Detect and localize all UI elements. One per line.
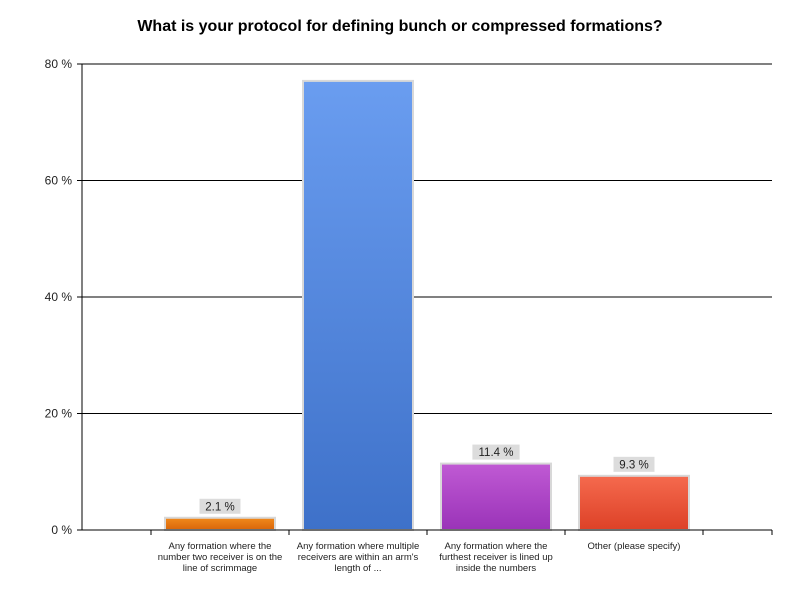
bar — [164, 516, 276, 532]
data-label-bg — [472, 444, 520, 460]
data-label: 2.1 % — [205, 501, 234, 513]
x-category-label: Any formation where the number two recei… — [157, 541, 283, 574]
y-tick-label: 0 % — [51, 523, 72, 537]
bar — [578, 474, 690, 532]
x-category-label: Any formation where the furthest receive… — [439, 541, 553, 574]
bar — [440, 462, 552, 531]
bar — [302, 79, 414, 532]
chart-title: What is your protocol for defining bunch… — [137, 18, 663, 35]
x-category-label: Any formation where multiple receivers a… — [296, 541, 420, 574]
data-label: 11.4 % — [479, 447, 514, 459]
y-tick-label: 20 % — [45, 407, 73, 421]
y-tick-label: 80 % — [45, 57, 73, 71]
data-label-bg — [199, 498, 241, 514]
data-label-bg — [613, 456, 655, 472]
y-tick-label: 60 % — [45, 174, 73, 188]
data-label: 9.3 % — [619, 459, 648, 471]
x-category-label: Other (please specify) — [587, 541, 681, 552]
y-tick-label: 40 % — [45, 290, 73, 304]
